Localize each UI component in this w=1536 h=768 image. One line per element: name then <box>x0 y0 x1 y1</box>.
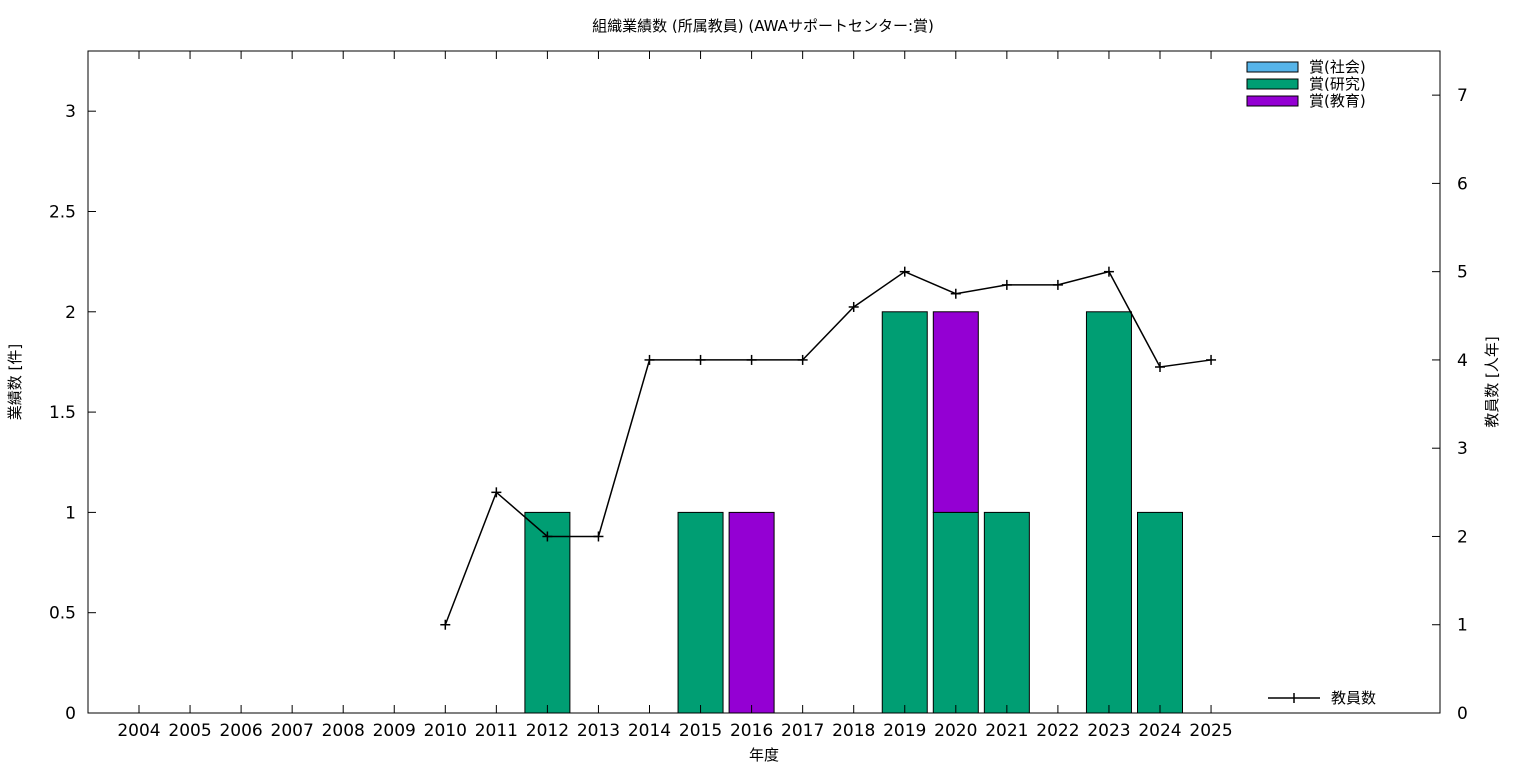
line-point <box>491 487 502 498</box>
x-tick-label: 2005 <box>168 721 211 741</box>
legend-swatch-2 <box>1246 95 1299 107</box>
legend: 賞(社会)賞(研究)賞(教育) 教員数 <box>1246 58 1376 707</box>
x-tick-label: 2020 <box>934 721 977 741</box>
x-tick-label: 2025 <box>1189 721 1232 741</box>
y-tick-label: 0.5 <box>49 604 76 624</box>
y2-tick-label: 7 <box>1457 86 1468 106</box>
chart-title: 組織業績数 (所属教員) (AWAサポートセンター:賞) <box>592 17 934 35</box>
x-tick-label: 2021 <box>985 721 1028 741</box>
line-point <box>1155 361 1165 372</box>
x-tick-label: 2024 <box>1138 721 1181 741</box>
x-tick-label: 2006 <box>219 721 262 741</box>
axes-layer: 0 0.5 1 1.5 2 2.5 3 0 1 2 3 4 5 6 7 2004 2005 2006 2007 200… <box>49 51 1468 741</box>
x-tick-label: 2012 <box>526 721 569 741</box>
y-tick-label: 3 <box>65 102 76 122</box>
x-tick-label: 2011 <box>475 721 518 741</box>
x-tick-label: 2019 <box>883 721 926 741</box>
x-tick-label: 2013 <box>577 721 620 741</box>
legend-label-2: 賞(教育) <box>1309 92 1366 110</box>
y2-tick-label: 5 <box>1457 263 1468 283</box>
y-tick-label: 0 <box>65 704 76 724</box>
line-point <box>950 288 961 299</box>
y2-axis-label: 教員数 [人年] <box>1483 336 1501 427</box>
y2-tick-label: 2 <box>1457 527 1468 547</box>
x-tick-label: 2014 <box>628 721 671 741</box>
line-point <box>1206 354 1217 365</box>
line-point <box>1103 266 1114 277</box>
x-tick-label: 2017 <box>781 721 824 741</box>
bar-2012-series-1 <box>524 511 571 714</box>
line-point <box>746 354 757 365</box>
legend-label-0: 賞(社会) <box>1309 58 1366 76</box>
line-point <box>593 531 604 542</box>
line-point <box>1001 279 1012 290</box>
bar-2015-series-1 <box>677 511 724 714</box>
x-tick-label: 2015 <box>679 721 722 741</box>
y-tick-label: 2 <box>65 303 76 323</box>
y2-tick-label: 6 <box>1457 174 1468 194</box>
x-tick-label: 2007 <box>271 721 314 741</box>
line-point <box>1052 279 1063 290</box>
plot-frame <box>87 50 1441 714</box>
legend-label-1: 賞(研究) <box>1309 75 1366 93</box>
x-tick-label: 2016 <box>730 721 773 741</box>
line-point <box>695 354 706 365</box>
y2-tick-label: 4 <box>1457 351 1468 371</box>
line-point <box>848 301 859 312</box>
y-axis-label: 業績数 [件] <box>6 344 24 420</box>
line-point <box>797 354 808 365</box>
bar-2019-series-1 <box>881 311 928 714</box>
x-tick-label: 2023 <box>1087 721 1130 741</box>
line-point <box>644 354 655 365</box>
y-tick-label: 2.5 <box>49 202 76 222</box>
y2-tick-label: 3 <box>1457 439 1468 459</box>
y-tick-label: 1 <box>65 503 76 523</box>
y2-tick-label: 0 <box>1457 704 1468 724</box>
bar-2016-series-2 <box>728 511 775 714</box>
legend-line-label: 教員数 <box>1331 689 1376 707</box>
bar-2024-series-1 <box>1137 511 1183 714</box>
bar-2021-series-1 <box>983 511 1030 714</box>
x-tick-label: 2018 <box>832 721 875 741</box>
line-point <box>440 619 451 630</box>
line-layer <box>440 266 1217 630</box>
x-tick-label: 2008 <box>322 721 365 741</box>
legend-swatch-0 <box>1246 61 1299 73</box>
x-tick-label: 2004 <box>117 721 160 741</box>
legend-swatch-1 <box>1246 78 1299 90</box>
bar-2020-series-1 <box>932 511 979 714</box>
bar-2020-series-2 <box>932 311 979 513</box>
bar-2023-series-1 <box>1085 311 1132 714</box>
x-tick-label: 2022 <box>1036 721 1079 741</box>
line-point <box>899 266 910 277</box>
bars-layer <box>524 311 1183 714</box>
teacher-count-line <box>444 270 1212 626</box>
x-tick-label: 2009 <box>373 721 416 741</box>
x-axis-label: 年度 <box>749 746 779 764</box>
x-tick-label: 2010 <box>424 721 467 741</box>
y2-tick-label: 1 <box>1457 616 1468 636</box>
y-tick-label: 1.5 <box>49 403 76 423</box>
line-point <box>542 531 553 542</box>
